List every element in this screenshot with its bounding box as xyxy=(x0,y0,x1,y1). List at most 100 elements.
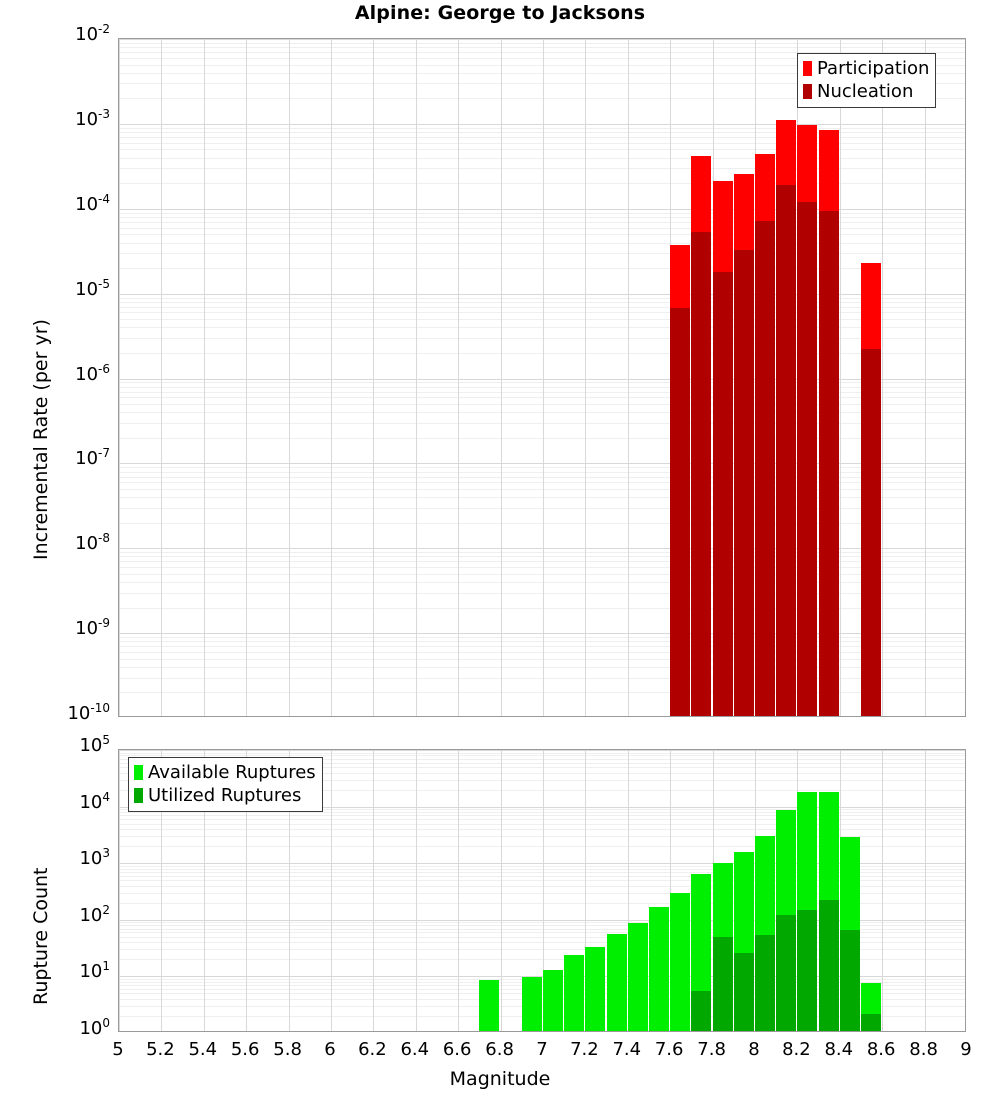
bar-segment-utilized xyxy=(797,910,817,1031)
bar-group xyxy=(797,750,817,1031)
top-chart-plot-area xyxy=(118,38,966,717)
bar-segment-nucleation xyxy=(776,185,796,716)
x-tick-label: 6.4 xyxy=(400,1039,430,1060)
bar-group xyxy=(691,750,711,1031)
bar-segment-utilized xyxy=(861,1013,881,1031)
bar-group xyxy=(670,39,690,716)
x-tick-label: 7 xyxy=(536,1039,548,1060)
bar-segment-nucleation xyxy=(691,232,711,716)
bar-segment-utilized xyxy=(776,915,796,1031)
bar-group xyxy=(819,39,839,716)
bar-segment-available xyxy=(543,969,563,1031)
y-tick-label: 10-10 xyxy=(67,701,110,724)
bar-segment-available xyxy=(649,907,669,1031)
x-tick-label: 5.6 xyxy=(230,1039,260,1060)
x-tick-label: 7.4 xyxy=(612,1039,642,1060)
bar-segment-utilized xyxy=(819,899,839,1031)
y-tick-label: 10-3 xyxy=(75,106,110,130)
x-tick-label: 8.6 xyxy=(866,1039,896,1060)
x-tick-label: 6.6 xyxy=(442,1039,472,1060)
bar-segment-nucleation xyxy=(755,220,775,716)
bar-segment-available xyxy=(522,977,542,1031)
top-chart-legend: Participation Nucleation xyxy=(797,53,937,108)
bottom-chart-y-axis-title: Rupture Count xyxy=(30,867,52,1006)
bar-group xyxy=(649,750,669,1031)
bar-segment-available xyxy=(564,955,584,1031)
y-tick-label: 10-5 xyxy=(75,276,110,300)
bar-group xyxy=(819,750,839,1031)
y-tick-label: 100 xyxy=(79,1016,110,1039)
bar-segment-utilized xyxy=(691,991,711,1031)
bar-group xyxy=(522,750,542,1031)
y-tick-label: 10-6 xyxy=(75,361,110,385)
bar-segment-utilized xyxy=(755,934,775,1031)
y-tick-label: 105 xyxy=(79,733,110,756)
y-tick-label: 10-8 xyxy=(75,531,110,555)
x-tick-label: 6 xyxy=(324,1039,336,1060)
x-tick-label: 8.8 xyxy=(909,1039,938,1060)
bar-group xyxy=(755,750,775,1031)
bar-group xyxy=(734,750,754,1031)
bar-group xyxy=(861,750,881,1031)
x-axis-title: Magnitude xyxy=(449,1068,551,1090)
bar-segment-nucleation xyxy=(819,210,839,716)
page-title: Alpine: George to Jacksons xyxy=(354,2,646,24)
x-tick-label: 7.2 xyxy=(570,1039,599,1060)
bar-group xyxy=(755,39,775,716)
bar-group xyxy=(543,750,563,1031)
legend-swatch-icon xyxy=(134,788,143,803)
bar-group xyxy=(861,39,881,716)
legend-label: Participation xyxy=(817,58,930,79)
bar-segment-nucleation xyxy=(734,249,754,716)
y-tick-label: 103 xyxy=(79,846,110,870)
y-tick-label: 101 xyxy=(79,959,110,983)
x-tick-label: 8 xyxy=(748,1039,760,1060)
top-chart-y-axis-title: Incremental Rate (per yr) xyxy=(30,319,52,560)
top-legend-entry: Participation xyxy=(803,57,929,80)
bar-segment-nucleation xyxy=(713,272,733,716)
bar-segment-utilized xyxy=(840,929,860,1031)
x-tick-label: 5.2 xyxy=(146,1039,175,1060)
legend-swatch-icon xyxy=(134,765,143,780)
y-tick-label: 104 xyxy=(79,789,110,813)
y-tick-label: 10-2 xyxy=(75,22,110,45)
x-tick-label: 5.4 xyxy=(188,1039,218,1060)
bar-group xyxy=(797,39,817,716)
legend-swatch-icon xyxy=(803,84,812,99)
bar-segment-available xyxy=(670,892,690,1031)
bar-group xyxy=(607,750,627,1031)
bar-segment-nucleation xyxy=(670,307,690,716)
legend-label: Utilized Ruptures xyxy=(148,785,302,806)
x-tick-label: 7.6 xyxy=(654,1039,684,1060)
top-chart-bars xyxy=(119,39,965,716)
y-tick-label: 10-9 xyxy=(75,616,110,640)
bar-segment-nucleation xyxy=(861,349,881,716)
bar-group xyxy=(564,750,584,1031)
bar-segment-available xyxy=(585,946,605,1031)
legend-label: Nucleation xyxy=(817,81,914,102)
bottom-legend-entry: Available Ruptures xyxy=(134,761,316,784)
x-tick-label: 6.2 xyxy=(358,1039,387,1060)
bar-group xyxy=(691,39,711,716)
bar-group xyxy=(776,750,796,1031)
bar-group xyxy=(479,750,499,1031)
bar-segment-utilized xyxy=(713,937,733,1031)
x-tick-label: 7.8 xyxy=(697,1039,726,1060)
bar-segment-available xyxy=(607,933,627,1031)
x-tick-label: 8.4 xyxy=(824,1039,854,1060)
bar-group xyxy=(585,750,605,1031)
x-tick-label: 6.8 xyxy=(485,1039,514,1060)
bottom-chart-bars xyxy=(119,750,965,1031)
y-tick-label: 10-4 xyxy=(75,191,110,215)
bar-group xyxy=(713,750,733,1031)
bar-group xyxy=(713,39,733,716)
bar-group xyxy=(670,750,690,1031)
x-tick-label: 8.2 xyxy=(782,1039,811,1060)
x-tick-label: 9 xyxy=(960,1039,972,1060)
bar-group xyxy=(840,750,860,1031)
bar-group xyxy=(734,39,754,716)
legend-label: Available Ruptures xyxy=(148,762,316,783)
bar-segment-nucleation xyxy=(797,201,817,716)
bottom-legend-entry: Utilized Ruptures xyxy=(134,784,316,807)
